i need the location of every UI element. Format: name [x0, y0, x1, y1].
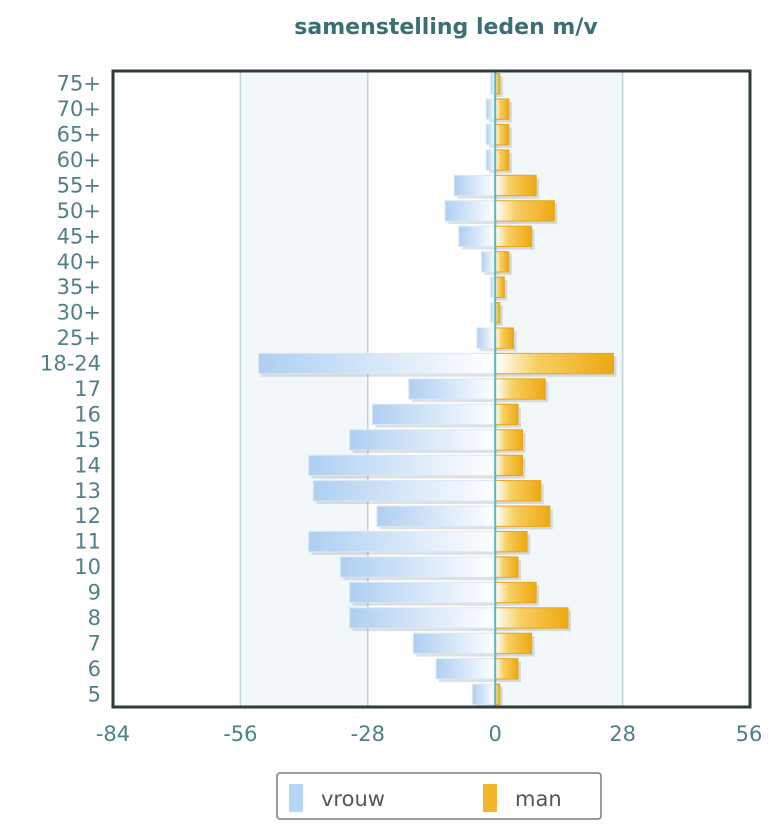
- bar-man: [494, 98, 510, 120]
- legend-label-vrouw: vrouw: [321, 787, 385, 811]
- bar-man: [494, 251, 510, 273]
- category-label: 11: [74, 530, 101, 554]
- bar-vrouw: [453, 174, 496, 197]
- value-tick-label: 0: [489, 722, 502, 746]
- bar-vrouw: [258, 352, 496, 375]
- bar-man: [494, 480, 542, 502]
- bar-man: [494, 581, 537, 604]
- bar-vrouw: [349, 581, 496, 604]
- bar-man: [494, 632, 533, 655]
- bar-vrouw: [481, 251, 496, 273]
- bar-man-shadow: [498, 687, 503, 708]
- bar-man: [494, 123, 510, 146]
- bar-vrouw: [435, 658, 496, 680]
- legend-swatch-man: [483, 784, 497, 812]
- category-label: 12: [74, 504, 101, 528]
- chart-title: samenstelling leden m/v: [294, 15, 598, 40]
- value-tick-label: 56: [736, 722, 763, 746]
- category-label: 60+: [57, 148, 101, 172]
- legend-label-man: man: [515, 787, 562, 811]
- bar-man: [494, 174, 537, 197]
- grid-band: [240, 71, 368, 707]
- bar-man: [494, 429, 524, 451]
- bar-man-shadow: [498, 76, 503, 97]
- bar-vrouw: [476, 327, 496, 349]
- category-label: 65+: [57, 123, 101, 147]
- category-label: 55+: [57, 173, 101, 197]
- bar-vrouw: [471, 683, 496, 705]
- bar-vrouw: [349, 607, 496, 629]
- category-label: 50+: [57, 199, 101, 223]
- bar-man: [494, 352, 615, 375]
- category-label: 45+: [57, 224, 101, 248]
- bar-man: [494, 378, 546, 400]
- bar-vrouw: [340, 556, 496, 578]
- bar-man: [494, 607, 569, 629]
- category-label: 6: [88, 657, 101, 681]
- category-label: 70+: [57, 97, 101, 121]
- bar-man: [494, 658, 519, 680]
- bar-man: [494, 149, 510, 171]
- bar-vrouw: [485, 123, 496, 146]
- category-label: 18-24: [40, 352, 101, 376]
- category-label: 9: [88, 581, 101, 605]
- bar-vrouw: [485, 149, 496, 171]
- category-label: 25+: [57, 326, 101, 350]
- value-tick-label: -28: [351, 722, 385, 746]
- value-tick-label: -56: [223, 722, 257, 746]
- category-axis-labels: 56789101112131415161718-2425+30+35+40+45…: [40, 72, 101, 707]
- category-label: 10: [74, 555, 101, 579]
- value-tick-label: -84: [96, 722, 130, 746]
- bar-vrouw: [308, 530, 496, 553]
- bars-group: [258, 73, 617, 708]
- legend: vrouw man: [276, 772, 602, 820]
- bar-man: [494, 276, 505, 298]
- bar-man: [494, 200, 555, 222]
- value-tick-label: 28: [609, 722, 636, 746]
- bar-man: [494, 454, 524, 476]
- value-axis-labels: -84 -56 -28 0 28 56: [96, 722, 763, 746]
- category-label: 16: [74, 402, 101, 426]
- bar-vrouw: [308, 454, 496, 476]
- bar-man: [494, 556, 519, 578]
- bar-man: [494, 225, 533, 248]
- bar-man: [494, 403, 519, 426]
- legend-box: [276, 772, 602, 820]
- category-label: 5: [88, 682, 101, 706]
- bar-vrouw: [371, 403, 496, 426]
- bar-man: [494, 530, 528, 553]
- category-label: 30+: [57, 301, 101, 325]
- bar-vrouw: [408, 378, 496, 400]
- bar-vrouw: [412, 632, 496, 655]
- legend-swatch-vrouw: [289, 784, 303, 812]
- category-label: 7: [88, 631, 101, 655]
- bar-man-shadow: [498, 305, 503, 326]
- plot-border: [111, 69, 752, 709]
- bar-vrouw: [312, 480, 496, 502]
- category-label: 14: [74, 453, 101, 477]
- bar-vrouw: [485, 98, 496, 120]
- category-label: 35+: [57, 275, 101, 299]
- category-label: 40+: [57, 250, 101, 274]
- category-label: 15: [74, 428, 101, 452]
- bar-man: [494, 505, 551, 527]
- category-label: 8: [88, 606, 101, 630]
- bar-vrouw: [376, 505, 496, 527]
- category-label: 75+: [57, 72, 101, 96]
- bar-vrouw: [444, 200, 496, 222]
- bar-vrouw: [458, 225, 496, 248]
- category-label: 13: [74, 479, 101, 503]
- category-label: 17: [74, 377, 101, 401]
- bar-man: [494, 327, 514, 349]
- bar-vrouw: [349, 429, 496, 451]
